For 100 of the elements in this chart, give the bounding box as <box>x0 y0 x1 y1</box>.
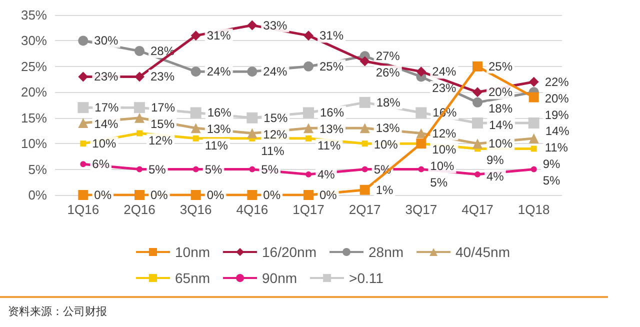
data-label: 12% <box>148 133 173 148</box>
point <box>360 123 370 134</box>
data-label: 0% <box>150 188 168 202</box>
point <box>416 66 426 77</box>
data-label: 9% <box>486 153 504 168</box>
data-label: 24% <box>263 64 288 79</box>
point <box>304 30 314 41</box>
point <box>416 107 427 118</box>
x-tick-label: 2Q16 <box>124 202 156 217</box>
data-label: 33% <box>263 18 288 32</box>
legend-label: >0.11 <box>349 270 384 286</box>
data-label: 23% <box>94 70 119 84</box>
legend-label: 40/45nm <box>456 244 510 260</box>
point <box>528 118 540 128</box>
point <box>190 66 201 77</box>
data-label: 13% <box>206 122 232 136</box>
point <box>472 118 483 128</box>
point <box>362 140 368 147</box>
data-label: 0% <box>206 188 225 202</box>
legend-label: 28nm <box>368 244 404 260</box>
point <box>78 118 88 128</box>
legend-label: 90nm <box>262 270 298 286</box>
text: 资料来源：公司财报 <box>8 305 107 319</box>
data-label: 13% <box>376 121 400 136</box>
data-label: 4% <box>486 169 504 184</box>
point <box>134 112 144 123</box>
legend-label: 16/20nm <box>262 244 317 260</box>
data-label: 6% <box>92 157 110 172</box>
data-label: 23% <box>150 70 175 84</box>
point <box>530 166 537 172</box>
data-label: 5% <box>430 176 448 190</box>
point <box>304 61 314 72</box>
data-label: 14% <box>94 117 119 132</box>
point <box>418 166 424 172</box>
y-tick-label: 25% <box>20 58 48 74</box>
data-label: 31% <box>206 28 232 43</box>
data-label: 24% <box>206 64 232 79</box>
point <box>303 107 314 118</box>
data-label: 0% <box>263 188 281 202</box>
point <box>247 20 258 30</box>
legend-label: 10nm <box>175 244 210 260</box>
x-tick-label: 1Q16 <box>67 202 100 217</box>
point <box>80 140 86 147</box>
point <box>416 128 426 138</box>
point <box>78 36 88 46</box>
legend-label: 65nm <box>175 270 210 286</box>
point <box>360 184 370 195</box>
point <box>528 133 539 144</box>
y-tick-label: 10% <box>20 136 48 152</box>
data-label: 12% <box>263 127 288 142</box>
data-label: 5% <box>261 162 279 176</box>
point <box>247 190 258 200</box>
point <box>474 171 480 178</box>
point <box>304 190 314 200</box>
point <box>134 102 145 114</box>
point <box>134 72 144 82</box>
data-label: 19% <box>544 108 570 122</box>
x-tick-label: 3Q17 <box>405 202 438 217</box>
point <box>247 128 258 138</box>
point <box>530 146 537 152</box>
data-label: 25% <box>488 59 513 74</box>
data-label: 26% <box>376 66 400 80</box>
data-label: 30% <box>94 34 119 48</box>
data-label: 0% <box>320 188 338 202</box>
data-label: 10% <box>432 142 457 157</box>
y-tick-label: 30% <box>20 33 48 48</box>
point <box>78 102 89 114</box>
x-tick-label: 1Q17 <box>292 202 324 217</box>
data-label: 1% <box>376 182 394 197</box>
data-label: 16% <box>320 106 344 120</box>
y-tick-label: 35% <box>20 8 48 22</box>
data-label: 25% <box>320 59 344 74</box>
data-label: 24% <box>432 64 457 79</box>
point <box>359 96 370 108</box>
y-tick-label: 0% <box>28 188 48 202</box>
x-tick-label: 4Q16 <box>236 202 268 217</box>
point <box>192 135 199 142</box>
data-label: 14% <box>545 124 570 138</box>
point <box>134 46 144 56</box>
data-label: 10% <box>374 138 398 152</box>
y-tick-label: 20% <box>20 84 48 100</box>
point <box>190 123 201 134</box>
data-label: 11% <box>318 138 341 153</box>
point <box>528 92 539 102</box>
data-label: 17% <box>151 100 176 115</box>
data-label: 23% <box>432 81 457 96</box>
point <box>247 66 258 77</box>
point <box>472 97 482 108</box>
data-label: 9% <box>542 157 561 172</box>
data-label: 20% <box>544 91 570 106</box>
x-tick-label: 4Q17 <box>462 202 494 217</box>
point <box>192 166 199 172</box>
point <box>472 61 482 72</box>
point <box>134 190 144 200</box>
data-label: 15% <box>264 110 288 125</box>
point <box>246 112 258 124</box>
x-tick-label: 1Q18 <box>518 202 550 217</box>
point <box>78 72 88 82</box>
point <box>472 138 482 149</box>
data-label: 31% <box>320 28 344 43</box>
